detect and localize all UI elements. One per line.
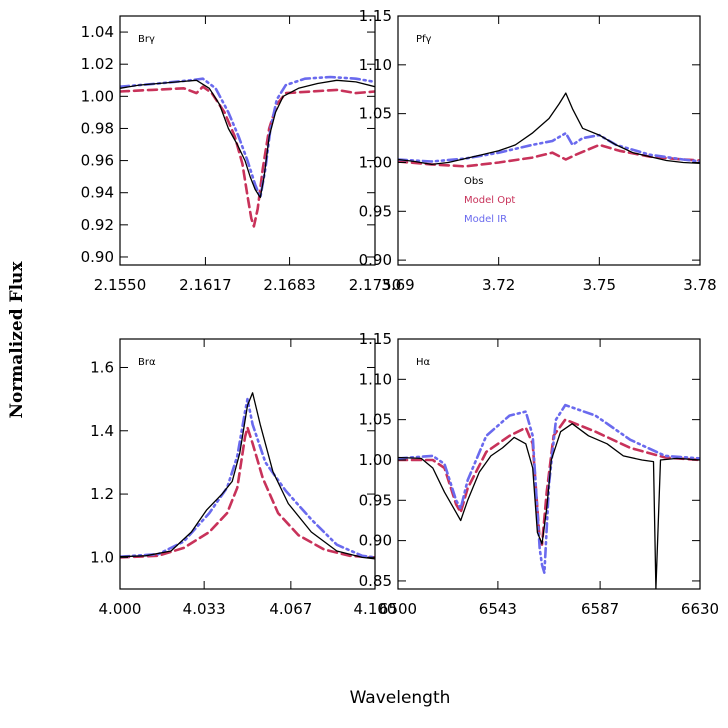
y-tick-label: 1.15 bbox=[359, 330, 392, 348]
plot-frame bbox=[119, 15, 376, 266]
panel-label: Brγ bbox=[138, 34, 155, 45]
plot-frame bbox=[397, 338, 701, 590]
x-tick-label: 6500 bbox=[379, 600, 417, 618]
plot-frame bbox=[397, 15, 701, 266]
x-axis-label: Wavelength bbox=[350, 688, 451, 708]
y-tick-label: 0.90 bbox=[359, 532, 392, 550]
legend-entry-obs: Obs bbox=[464, 176, 483, 187]
x-tick-label: 3.69 bbox=[381, 276, 414, 294]
y-tick-label: 1.04 bbox=[81, 23, 114, 41]
series-line-opt bbox=[120, 85, 375, 228]
y-tick-label: 0.94 bbox=[81, 184, 114, 202]
series-line-obs bbox=[398, 423, 700, 589]
x-tick-label: 3.78 bbox=[683, 276, 716, 294]
y-axis-label: Normalized Flux bbox=[7, 261, 27, 419]
y-tick-label: 0.96 bbox=[81, 152, 114, 170]
series-line-ir bbox=[120, 397, 375, 559]
series-group bbox=[398, 403, 700, 589]
y-tick-label: 1.10 bbox=[359, 370, 392, 388]
x-tick-label: 4.000 bbox=[99, 600, 142, 618]
series-group bbox=[120, 75, 375, 228]
y-tick-label: 1.00 bbox=[359, 451, 392, 469]
x-tick-label: 6587 bbox=[581, 600, 619, 618]
y-tick-label: 1.4 bbox=[90, 422, 114, 440]
y-tick-label: 1.6 bbox=[90, 358, 114, 376]
plot-frame bbox=[119, 338, 376, 590]
series-line-obs bbox=[398, 92, 700, 166]
y-tick-label: 1.10 bbox=[359, 56, 392, 74]
y-tick-label: 0.85 bbox=[359, 572, 392, 590]
x-tick-label: 4.067 bbox=[269, 600, 312, 618]
legend: Obs Model Opt Model IR bbox=[464, 176, 515, 225]
x-tick-label: 6630 bbox=[681, 600, 719, 618]
series-line-ir bbox=[398, 131, 700, 163]
x-tick-label: 4.033 bbox=[183, 600, 226, 618]
y-tick-label: 1.05 bbox=[359, 411, 392, 429]
y-tick-label: 0.95 bbox=[359, 202, 392, 220]
x-tick-label: 3.75 bbox=[583, 276, 616, 294]
x-tick-label: 4.100 bbox=[354, 600, 397, 618]
series-group bbox=[120, 392, 375, 560]
y-tick-label: 1.00 bbox=[81, 87, 114, 105]
series-group bbox=[398, 92, 700, 168]
legend-entry-opt: Model Opt bbox=[464, 195, 515, 206]
series-line-opt bbox=[120, 426, 375, 559]
series-line-ir bbox=[120, 75, 375, 199]
y-tick-label: 0.90 bbox=[81, 248, 114, 266]
x-tick-label: 2.1550 bbox=[94, 276, 147, 294]
y-tick-label: 1.2 bbox=[90, 485, 114, 503]
x-tick-label: 2.1750 bbox=[349, 276, 402, 294]
panel-0: 2.1550 2.1617 2.1683 2.1750 0.90 0.92 0.94 0.96… bbox=[81, 15, 402, 294]
x-tick-label: 2.1683 bbox=[263, 276, 316, 294]
x-tick-label: 3.72 bbox=[482, 276, 515, 294]
y-tick-label: 1.15 bbox=[359, 7, 392, 25]
y-tick-label: 1.0 bbox=[90, 548, 114, 566]
x-tick-label: 6543 bbox=[479, 600, 517, 618]
panel-label: Pfγ bbox=[416, 34, 432, 45]
x-tick-label: 2.1617 bbox=[179, 276, 232, 294]
series-line-obs bbox=[120, 79, 375, 199]
y-tick-label: 0.92 bbox=[81, 216, 114, 234]
y-tick-label: 0.90 bbox=[359, 251, 392, 269]
panel-label: Brα bbox=[138, 357, 156, 368]
panel-2: 4.000 4.033 4.067 4.100 1.0 1.2 1.4 1.6 Brα bbox=[90, 338, 397, 618]
series-line-ir bbox=[398, 403, 700, 575]
panel-label: Hα bbox=[416, 357, 431, 368]
y-tick-label: 1.02 bbox=[81, 55, 114, 73]
y-tick-label: 1.00 bbox=[359, 153, 392, 171]
y-tick-label: 0.95 bbox=[359, 491, 392, 509]
y-tick-label: 0.98 bbox=[81, 119, 114, 137]
series-line-obs bbox=[120, 392, 375, 560]
panel-1: 3.69 3.72 3.75 3.78 0.90 0.95 1.00 1.05 1.10 1.15… bbox=[359, 7, 717, 294]
panels: 2.1550 2.1617 2.1683 2.1750 0.90 0.92 0.94 0.96… bbox=[81, 7, 720, 618]
panel-3: 6500 6543 6587 6630 0.85 0.90 0.95 1.00 1.05 1.10… bbox=[359, 330, 720, 618]
legend-entry-ir: Model IR bbox=[464, 214, 507, 225]
y-tick-label: 1.05 bbox=[359, 105, 392, 123]
